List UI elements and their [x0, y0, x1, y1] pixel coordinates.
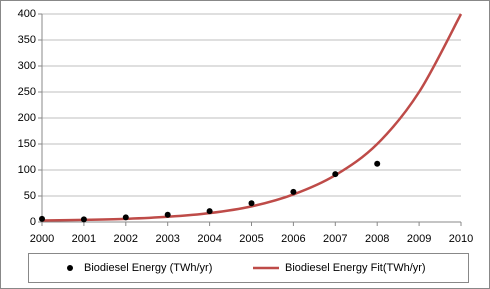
data-point: [374, 160, 381, 167]
y-tick-label: 400: [18, 8, 36, 20]
legend-label: Biodiesel Energy (TWh/yr): [84, 262, 212, 274]
data-point: [290, 188, 297, 195]
legend-box: [28, 253, 469, 283]
y-tick-label: 50: [24, 190, 36, 202]
y-tick-label: 150: [18, 138, 36, 150]
y-tick-label: 250: [18, 86, 36, 98]
y-tick-label: 100: [18, 164, 36, 176]
data-point: [206, 208, 213, 215]
x-tick-label: 2004: [197, 233, 221, 245]
x-tick-label: 2003: [155, 233, 179, 245]
x-tick-label: 2006: [281, 233, 305, 245]
data-point: [332, 171, 339, 178]
legend-marker: [67, 265, 73, 271]
x-tick-label: 2000: [30, 233, 54, 245]
x-tick-label: 2008: [365, 233, 389, 245]
data-point: [248, 200, 255, 207]
x-tick-label: 2001: [72, 233, 96, 245]
x-tick-label: 2009: [407, 233, 431, 245]
data-point: [164, 211, 171, 218]
y-tick-label: 200: [18, 112, 36, 124]
fit-line: [41, 13, 463, 222]
data-point: [122, 214, 129, 221]
y-tick-label: 350: [18, 34, 36, 46]
x-tick-label: 2010: [449, 233, 473, 245]
x-tick-label: 2002: [114, 233, 138, 245]
y-tick-label: 0: [30, 216, 36, 228]
x-tick-label: 2007: [323, 233, 347, 245]
x-tick-label: 2005: [239, 233, 263, 245]
data-point: [80, 216, 87, 223]
legend-label: Biodiesel Energy Fit(TWh/yr): [285, 262, 426, 274]
data-point: [39, 215, 45, 222]
y-tick-label: 300: [18, 60, 36, 72]
